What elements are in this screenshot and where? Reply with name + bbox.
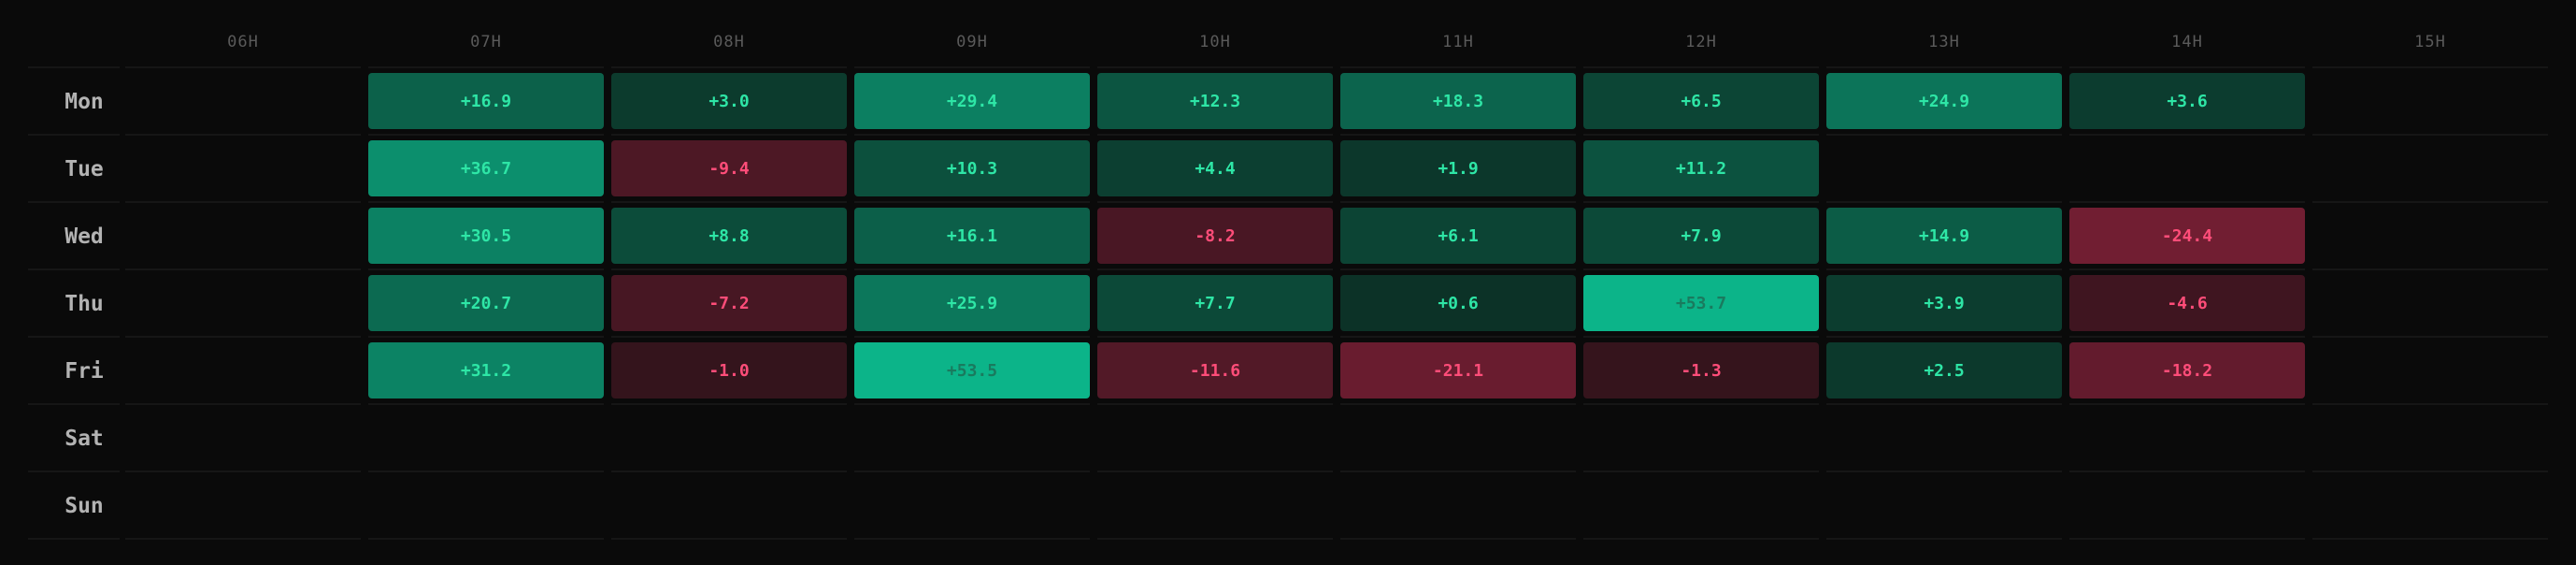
- heatmap-cell-wed-10h: [1097, 208, 1333, 264]
- heatmap-cell-label-wed-09h: +16.1: [947, 226, 997, 246]
- heatmap-cell-label-mon-10h: +12.3: [1190, 92, 1240, 111]
- heatmap-cell-label-thu-07h: +20.7: [461, 294, 511, 313]
- heatmap-cell-wed-14h: [2069, 208, 2305, 264]
- day-label-mon: Mon: [64, 90, 104, 114]
- heatmap-cell-tue-11h: [1340, 140, 1576, 196]
- heatmap-cell-tue-09h: [854, 140, 1090, 196]
- heatmap-cell-label-wed-07h: +30.5: [461, 226, 511, 246]
- hour-label-11h: 11H: [1442, 33, 1474, 51]
- heatmap-cell-tue-07h: [368, 140, 604, 196]
- heatmap-cell-label-mon-13h: +24.9: [1919, 92, 1969, 111]
- heatmap-cell-label-mon-08h: +3.0: [708, 92, 749, 111]
- hour-label-14h: 14H: [2171, 33, 2203, 51]
- heatmap-cell-label-thu-12h: +53.7: [1676, 294, 1726, 313]
- heatmap-cell-label-mon-12h: +6.5: [1681, 92, 1721, 111]
- heatmap-cell-label-fri-11h: -21.1: [1433, 361, 1483, 381]
- heatmap-cell-label-tue-07h: +36.7: [461, 159, 511, 179]
- heatmap-cell-label-wed-14h: -24.4: [2162, 226, 2212, 246]
- grid-lines: [28, 66, 2548, 540]
- hour-label-12h: 12H: [1685, 33, 1717, 51]
- heatmap-cell-label-tue-08h: -9.4: [708, 159, 750, 179]
- heatmap-cell-mon-09h: [854, 73, 1090, 129]
- heatmap-cell-mon-13h: [1826, 73, 2062, 129]
- heatmap-cell-label-mon-07h: +16.9: [461, 92, 511, 111]
- heatmap-cell-fri-09h: [854, 342, 1090, 398]
- heatmap-cell-label-thu-10h: +7.7: [1195, 294, 1235, 313]
- heatmap-cell-label-fri-08h: -1.0: [708, 361, 749, 381]
- heatmap-cell-fri-14h: [2069, 342, 2305, 398]
- heatmap-cell-thu-11h: [1340, 275, 1576, 331]
- heatmap-cell-thu-08h: [611, 275, 847, 331]
- heatmap-cell-label-fri-13h: +2.5: [1924, 361, 1964, 381]
- heatmap-cell-label-mon-09h: +29.4: [947, 92, 997, 111]
- heatmap-cell-wed-07h: [368, 208, 604, 264]
- hour-label-13h: 13H: [1928, 33, 1960, 51]
- heatmap-cell-wed-13h: [1826, 208, 2062, 264]
- heatmap-cell-label-fri-12h: -1.3: [1681, 361, 1721, 381]
- hour-label-09h: 09H: [956, 33, 988, 51]
- day-axis: Mon Tue Wed Thu Fri Sat Sun: [64, 90, 104, 518]
- hour-axis: 06H 07H 08H 09H 10H 11H 12H 13H 14H 15H: [227, 33, 2446, 51]
- heatmap-cell-mon-14h: [2069, 73, 2305, 129]
- heatmap-cell-wed-12h: [1583, 208, 1819, 264]
- heatmap-cell-label-mon-14h: +3.6: [2167, 92, 2207, 111]
- heatmap-cell-thu-07h: [368, 275, 604, 331]
- heatmap-cell-label-thu-09h: +25.9: [947, 294, 997, 313]
- heatmap-cell-label-tue-10h: +4.4: [1195, 159, 1236, 179]
- heatmap-cell-fri-11h: [1340, 342, 1576, 398]
- day-label-wed: Wed: [64, 225, 104, 249]
- heatmap-cell-tue-08h: [611, 140, 847, 196]
- heatmap-cell-mon-07h: [368, 73, 604, 129]
- heatmap-cell-label-fri-10h: -11.6: [1190, 361, 1240, 381]
- heatmap-cell-thu-10h: [1097, 275, 1333, 331]
- heatmap-cell-thu-12h: [1583, 275, 1819, 331]
- heatmap-cell-mon-08h: [611, 73, 847, 129]
- heatmap-cell-thu-14h: [2069, 275, 2305, 331]
- day-label-sun: Sun: [64, 494, 104, 518]
- heatmap-cell-fri-08h: [611, 342, 847, 398]
- heatmap-cell-label-thu-11h: +0.6: [1438, 294, 1478, 313]
- day-label-fri: Fri: [64, 359, 104, 384]
- heatmap-cell-wed-11h: [1340, 208, 1576, 264]
- heatmap-cell-label-wed-08h: +8.8: [708, 226, 749, 246]
- heatmap-cell-thu-13h: [1826, 275, 2062, 331]
- heatmap-cell-mon-11h: [1340, 73, 1576, 129]
- day-label-tue: Tue: [64, 157, 104, 181]
- heatmap-cell-label-wed-10h: -8.2: [1195, 226, 1235, 246]
- hour-label-06h: 06H: [227, 33, 259, 51]
- heatmap-cell-label-thu-14h: -4.6: [2167, 294, 2207, 313]
- day-label-sat: Sat: [64, 427, 104, 451]
- heatmap-cell-label-wed-11h: +6.1: [1438, 226, 1478, 246]
- heatmap-cell-fri-13h: [1826, 342, 2062, 398]
- heatmap-cell-label-fri-14h: -18.2: [2162, 361, 2212, 381]
- heatmap-cell-wed-08h: [611, 208, 847, 264]
- heatmap-cell-wed-09h: [854, 208, 1090, 264]
- heatmap-cell-label-wed-13h: +14.9: [1919, 226, 1969, 246]
- heatmap-cell-fri-07h: [368, 342, 604, 398]
- heatmap-cell-label-fri-07h: +31.2: [461, 361, 511, 381]
- heatmap-cell-label-thu-13h: +3.9: [1924, 294, 1964, 313]
- heatmap-cell-label-tue-09h: +10.3: [947, 159, 997, 179]
- heatmap-cell-label-tue-11h: +1.9: [1438, 159, 1478, 179]
- hour-label-08h: 08H: [713, 33, 745, 51]
- day-label-thu: Thu: [64, 292, 104, 316]
- heatmap-cell-label-thu-08h: -7.2: [708, 294, 749, 313]
- heatmap-cell-fri-10h: [1097, 342, 1333, 398]
- heatmap-cells: +16.9 +3.0 +29.4 +12.3 +18.3 +6.5 +24.9 +3.6 +36…: [368, 73, 2305, 398]
- heatmap-cell-mon-12h: [1583, 73, 1819, 129]
- heatmap-cell-label-tue-12h: +11.2: [1676, 159, 1726, 179]
- heatmap-cell-fri-12h: [1583, 342, 1819, 398]
- heatmap-cell-tue-10h: [1097, 140, 1333, 196]
- heatmap-cell-label-mon-11h: +18.3: [1433, 92, 1483, 111]
- hour-label-07h: 07H: [470, 33, 502, 51]
- heatmap-cell-mon-10h: [1097, 73, 1333, 129]
- hour-label-15h: 15H: [2414, 33, 2446, 51]
- heatmap-cell-label-fri-09h: +53.5: [947, 361, 997, 381]
- heatmap-cell-label-wed-12h: +7.9: [1681, 226, 1721, 246]
- hour-label-10h: 10H: [1199, 33, 1231, 51]
- heatmap-cell-tue-12h: [1583, 140, 1819, 196]
- heatmap-cell-thu-09h: [854, 275, 1090, 331]
